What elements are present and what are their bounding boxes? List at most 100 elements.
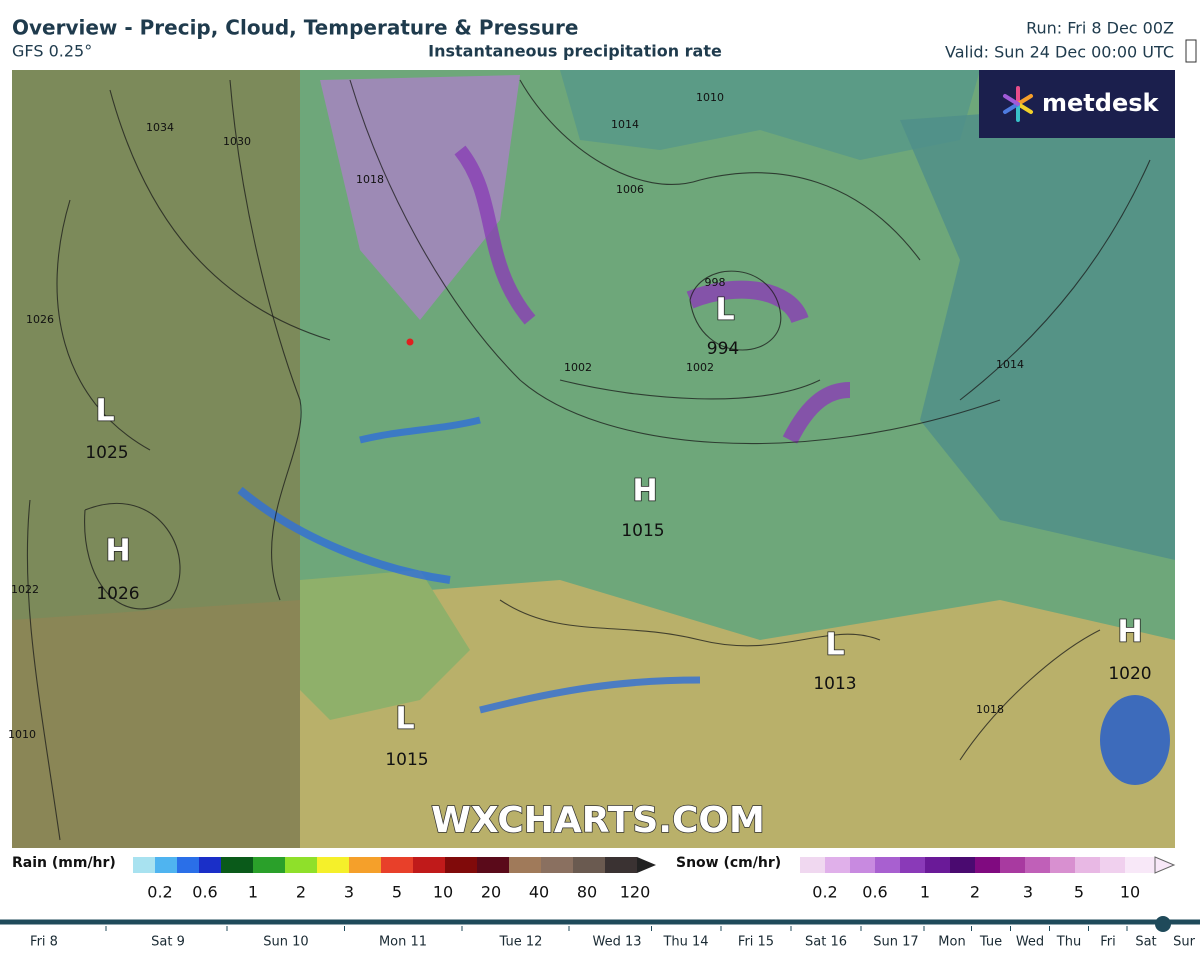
isobar-label: 1030	[223, 135, 251, 148]
logo-icon	[1003, 86, 1033, 122]
isobar-label: 1010	[696, 91, 724, 104]
isobar-label: 1014	[611, 118, 639, 131]
center-letter: L	[715, 293, 734, 328]
pressure-centers: L 1025 H 1026 L 1015 H 1015 L 994 L 1013…	[85, 292, 1151, 770]
center-value: 1026	[96, 584, 139, 604]
watermark: WXCHARTS.COM	[431, 800, 765, 841]
timeline-day[interactable]: Sur	[1173, 935, 1195, 950]
timeline-day[interactable]: Tue	[979, 935, 1002, 950]
timeline-handle[interactable]	[1155, 916, 1171, 932]
timeline-day[interactable]: Thu 14	[662, 935, 708, 950]
rain-tick: 120	[620, 883, 651, 902]
snow-tick: 3	[1023, 883, 1033, 902]
logo-text: metdesk	[1042, 89, 1160, 117]
isobar-label: 1026	[26, 313, 54, 326]
isobar	[559, 379, 821, 400]
rain-tick: 0.6	[192, 883, 217, 902]
rain-tick: 80	[577, 883, 597, 902]
center-letter: L	[825, 628, 844, 663]
isobar-label: 1014	[996, 358, 1024, 371]
isobar	[56, 199, 151, 451]
snow-tick: 1	[920, 883, 930, 902]
center-letter: H	[105, 534, 130, 569]
marker	[406, 338, 414, 346]
isobar	[229, 79, 302, 601]
snow-band	[320, 75, 520, 320]
center-value: 994	[707, 339, 739, 359]
snow-tick: 0.6	[862, 883, 887, 902]
snow-band	[454, 145, 536, 325]
snow-band	[686, 280, 809, 324]
isobar	[26, 499, 61, 841]
icon[interactable]	[1185, 39, 1197, 63]
isobar-label: 1018	[976, 703, 1004, 716]
center-value: 1013	[813, 674, 856, 694]
center-letter: H	[632, 474, 657, 509]
timeline-day[interactable]: Mon 11	[379, 935, 427, 950]
rain-tick: 1	[248, 883, 258, 902]
center-letter: H	[1117, 615, 1142, 650]
timeline-day[interactable]: Wed 13	[592, 935, 641, 950]
isobar-label: 1034	[146, 121, 174, 134]
timeline-day[interactable]: Tue 12	[499, 935, 543, 950]
logo-box	[979, 70, 1175, 138]
rain-band	[479, 676, 701, 714]
snow-tick: 2	[970, 883, 980, 902]
timeline-day[interactable]: Fri	[1100, 935, 1116, 950]
timeline-day[interactable]: Sat 16	[805, 935, 847, 950]
center-letter: L	[395, 702, 414, 737]
rain-tick: 40	[529, 883, 549, 902]
rain-tick: 3	[344, 883, 354, 902]
snow-legend-title: Snow (cm/hr)	[676, 855, 781, 871]
snow-tick: 0.2	[812, 883, 837, 902]
rain-cell	[1100, 695, 1170, 785]
isobar	[959, 159, 1151, 401]
map	[12, 70, 1175, 848]
isobar-label: 998	[705, 276, 726, 289]
isobar	[959, 629, 1101, 761]
timeline-day[interactable]: Wed	[1016, 935, 1044, 950]
subtitle: Instantaneous precipitation rate	[428, 42, 722, 61]
center-value: 1025	[85, 443, 128, 463]
model: GFS 0.25°	[12, 42, 92, 61]
isobar	[689, 270, 782, 351]
timeline-day[interactable]: Sat 9	[151, 935, 185, 950]
rain-tick: 10	[433, 883, 453, 902]
rain-tick: 5	[392, 883, 402, 902]
rain-tick: 0.2	[147, 883, 172, 902]
valid: Valid: Sun 24 Dec 00:00 UTC	[945, 43, 1174, 62]
isobar	[499, 599, 881, 647]
rain-band	[237, 486, 451, 584]
isobar-label: 1006	[616, 183, 644, 196]
rain-tick: 2	[296, 883, 306, 902]
rain-band	[359, 416, 481, 444]
timeline-day[interactable]: Fri 15	[738, 935, 774, 950]
isobar-label: 1002	[564, 361, 592, 374]
center-value: 1015	[621, 521, 664, 541]
rain-colorbar	[133, 857, 656, 873]
isobar	[84, 502, 181, 610]
timeline-day[interactable]: Mon	[938, 935, 965, 950]
snow-colorbar	[800, 856, 1176, 874]
run: Run: Fri 8 Dec 00Z	[1026, 19, 1174, 38]
timeline-day[interactable]: Sat	[1135, 935, 1156, 950]
isobar	[109, 89, 331, 341]
isobar-label: 1010	[8, 728, 36, 741]
timeline-day[interactable]: Sun 17	[873, 935, 918, 950]
snow-tick: 5	[1074, 883, 1084, 902]
south-atlantic	[12, 600, 300, 848]
isobar-label: 1002	[686, 361, 714, 374]
timeline-day[interactable]: Sun 10	[263, 935, 308, 950]
snow-tick: 10	[1120, 883, 1140, 902]
center-value: 1020	[1108, 664, 1151, 684]
africa-mideast	[300, 580, 1175, 848]
isobar	[349, 79, 1001, 445]
rain-legend-title: Rain (mm/hr)	[12, 855, 116, 871]
center-letter: L	[95, 394, 114, 429]
isobar-label: 1018	[356, 173, 384, 186]
title: Overview - Precip, Cloud, Temperature & …	[12, 16, 578, 40]
isobar	[519, 79, 921, 261]
timeline-day[interactable]: Fri 8	[30, 935, 58, 950]
timeline-day[interactable]: Thu	[1056, 935, 1081, 950]
